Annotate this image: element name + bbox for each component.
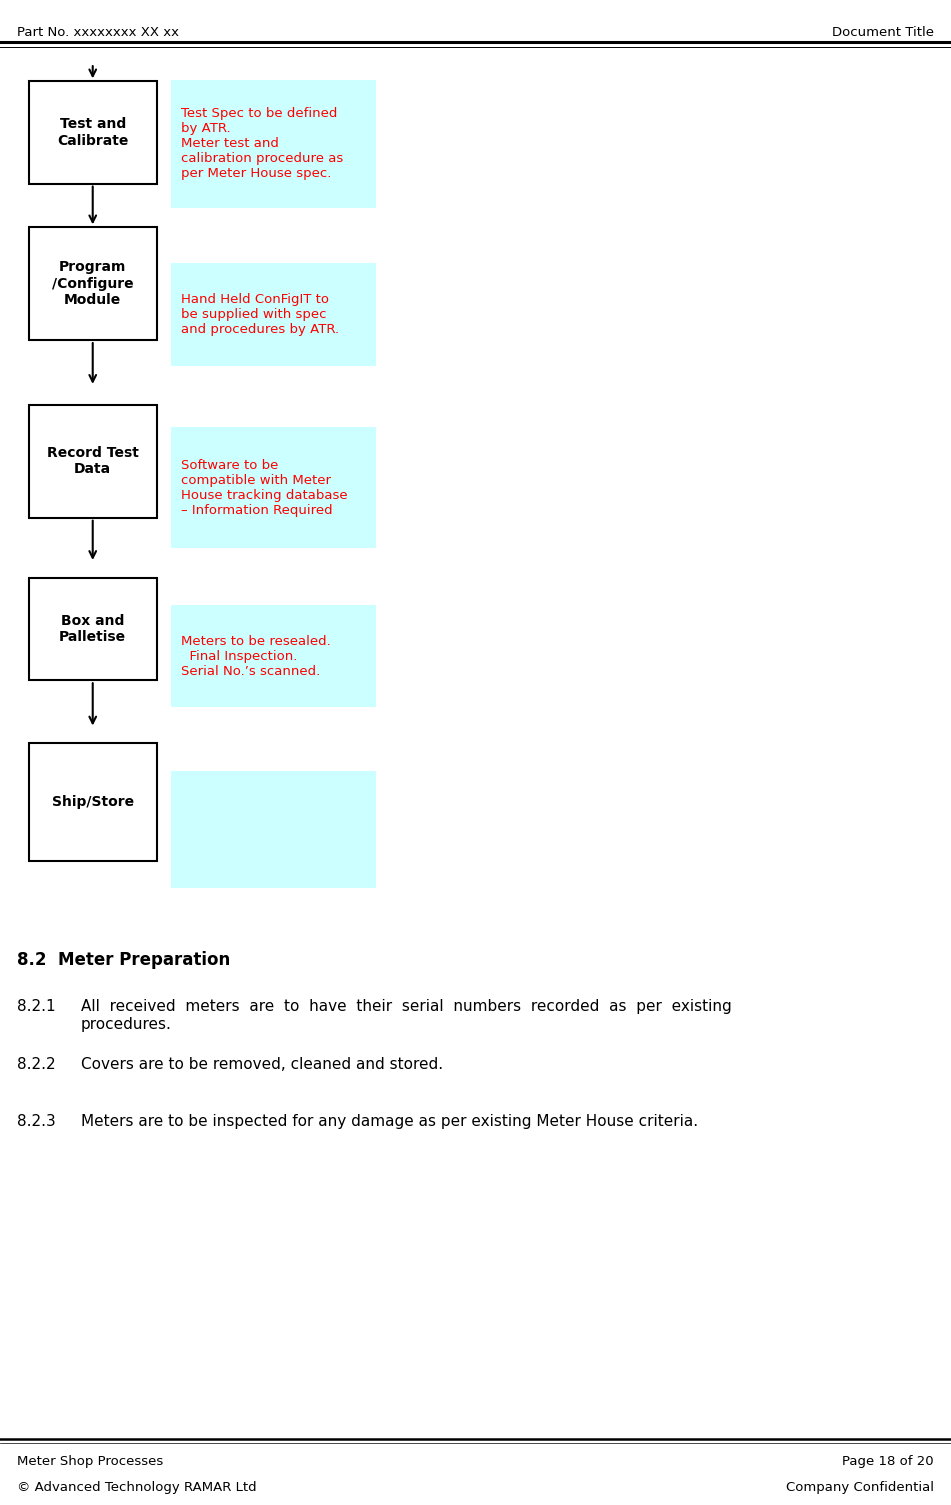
Text: Company Confidential: Company Confidential — [786, 1481, 934, 1494]
Text: Ship/Store: Ship/Store — [51, 795, 134, 810]
Text: 8.2.3: 8.2.3 — [17, 1114, 56, 1129]
Text: 8.2.1: 8.2.1 — [17, 999, 56, 1014]
Text: Program
/Configure
Module: Program /Configure Module — [52, 260, 133, 307]
Text: Test and
Calibrate: Test and Calibrate — [57, 117, 128, 147]
Text: Hand Held ConFigIT to
be supplied with spec
and procedures by ATR.: Hand Held ConFigIT to be supplied with s… — [181, 293, 339, 336]
FancyBboxPatch shape — [29, 81, 157, 184]
FancyBboxPatch shape — [29, 743, 157, 861]
Text: 8.2.2: 8.2.2 — [17, 1057, 56, 1072]
FancyBboxPatch shape — [171, 80, 376, 208]
FancyBboxPatch shape — [29, 578, 157, 680]
FancyBboxPatch shape — [171, 263, 376, 366]
FancyBboxPatch shape — [29, 405, 157, 518]
Text: Meter Shop Processes: Meter Shop Processes — [17, 1455, 164, 1469]
Text: Meters to be resealed.
  Final Inspection.
Serial No.’s scanned.: Meters to be resealed. Final Inspection.… — [181, 635, 330, 677]
FancyBboxPatch shape — [171, 771, 376, 888]
Text: 8.2  Meter Preparation: 8.2 Meter Preparation — [17, 951, 230, 969]
Text: Meters are to be inspected for any damage as per existing Meter House criteria.: Meters are to be inspected for any damag… — [81, 1114, 698, 1129]
Text: All  received  meters  are  to  have  their  serial  numbers  recorded  as  per : All received meters are to have their se… — [81, 999, 731, 1032]
Text: Box and
Palletise: Box and Palletise — [59, 614, 126, 644]
Text: Document Title: Document Title — [832, 26, 934, 39]
Text: Page 18 of 20: Page 18 of 20 — [843, 1455, 934, 1469]
Text: Record Test
Data: Record Test Data — [47, 445, 139, 477]
Text: Test Spec to be defined
by ATR.
Meter test and
calibration procedure as
per Mete: Test Spec to be defined by ATR. Meter te… — [181, 107, 343, 181]
Text: Part No. xxxxxxxx XX xx: Part No. xxxxxxxx XX xx — [17, 26, 179, 39]
FancyBboxPatch shape — [171, 427, 376, 548]
Text: Covers are to be removed, cleaned and stored.: Covers are to be removed, cleaned and st… — [81, 1057, 443, 1072]
FancyBboxPatch shape — [29, 227, 157, 340]
FancyBboxPatch shape — [171, 605, 376, 707]
Text: Software to be
compatible with Meter
House tracking database
– Information Requi: Software to be compatible with Meter Hou… — [181, 459, 347, 516]
Text: © Advanced Technology RAMAR Ltd: © Advanced Technology RAMAR Ltd — [17, 1481, 257, 1494]
